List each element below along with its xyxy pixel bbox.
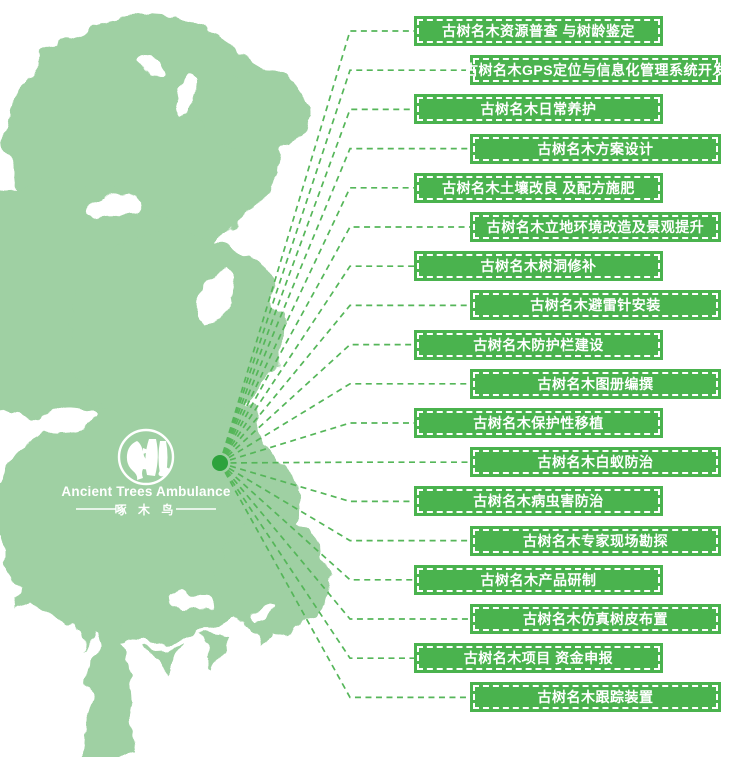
- service-box[interactable]: 古树名木防护栏建设: [414, 329, 663, 360]
- service-box-dashed-border: 古树名木GPS定位与信息化管理系统开发: [464, 58, 727, 83]
- connector-line: [219, 265, 414, 464]
- service-label: 古树名木项目 资金申报: [463, 650, 614, 667]
- connector-line: [219, 462, 414, 660]
- service-box-dashed-border: 古树名木白蚁防治: [473, 450, 718, 475]
- service-box[interactable]: 古树名木仿真树皮布置: [470, 604, 721, 634]
- connector-line: [219, 462, 470, 620]
- service-label: 古树名木白蚁防治: [537, 454, 654, 471]
- service-box-dashed-border: 古树名木土壤改良 及配方施肥: [417, 175, 660, 200]
- connector-line: [219, 186, 414, 464]
- service-box[interactable]: 古树名木方案设计: [470, 133, 721, 164]
- service-box[interactable]: 古树名木日常养护: [414, 94, 663, 125]
- service-label: 古树名木专家现场勘探: [523, 532, 668, 549]
- connector-line: [219, 147, 470, 464]
- service-box-dashed-border: 古树名木树洞修补: [417, 254, 660, 279]
- service-label: 古树名木日常养护: [480, 101, 597, 118]
- service-box[interactable]: 古树名木GPS定位与信息化管理系统开发: [464, 55, 727, 86]
- service-box-dashed-border: 古树名木病虫害防治: [417, 489, 660, 514]
- service-box[interactable]: 古树名木避雷针安装: [470, 290, 721, 321]
- service-box[interactable]: 古树名木产品研制: [414, 564, 663, 595]
- connector-line: [219, 462, 470, 699]
- service-label: 古树名木方案设计: [537, 140, 654, 157]
- service-box[interactable]: 古树名木项目 资金申报: [414, 643, 663, 674]
- service-label: 古树名木仿真树皮布置: [523, 611, 668, 627]
- service-box[interactable]: 古树名木立地环境改造及景观提升: [470, 212, 721, 242]
- service-box[interactable]: 古树名木资源普查 与树龄鉴定: [414, 16, 663, 46]
- service-box[interactable]: 古树名木病虫害防治: [414, 486, 663, 517]
- service-label: 古树名木防护栏建设: [473, 336, 604, 353]
- connector-lines: [219, 30, 470, 699]
- service-label: 古树名木跟踪装置: [537, 689, 654, 706]
- connector-line: [219, 69, 470, 464]
- connector-line: [219, 462, 414, 581]
- connector-line: [219, 462, 414, 503]
- service-box-dashed-border: 古树名木方案设计: [473, 136, 718, 161]
- service-label: 古树名木避雷针安装: [530, 297, 661, 314]
- service-label: 古树名木立地环境改造及景观提升: [486, 219, 705, 235]
- service-box[interactable]: 古树名木白蚁防治: [470, 447, 721, 478]
- service-label: 古树名木图册编撰: [537, 375, 654, 392]
- service-label: 古树名木病虫害防治: [473, 493, 604, 510]
- service-label: 古树名木土壤改良 及配方施肥: [442, 179, 635, 196]
- service-label: 古树名木树洞修补: [480, 258, 597, 275]
- connector-line: [219, 461, 470, 464]
- service-box-dashed-border: 古树名木避雷针安装: [473, 293, 718, 318]
- service-box-dashed-border: 古树名木项目 资金申报: [417, 646, 660, 671]
- service-box-dashed-border: 古树名木仿真树皮布置: [473, 607, 718, 631]
- hub-dot: [212, 455, 228, 471]
- connector-line: [219, 422, 414, 464]
- service-label: 古树名木GPS定位与信息化管理系统开发: [463, 62, 728, 79]
- service-box[interactable]: 古树名木专家现场勘探: [470, 525, 721, 556]
- service-box[interactable]: 古树名木土壤改良 及配方施肥: [414, 172, 663, 203]
- service-label: 古树名木产品研制: [480, 571, 597, 588]
- woodpecker-logo-icon: [117, 428, 175, 486]
- service-box-dashed-border: 古树名木日常养护: [417, 97, 660, 122]
- tree-canopy: [0, 17, 328, 757]
- connector-line: [219, 30, 414, 464]
- service-box[interactable]: 古树名木跟踪装置: [470, 682, 721, 713]
- service-box-dashed-border: 古树名木立地环境改造及景观提升: [473, 215, 718, 239]
- service-box-dashed-border: 古树名木跟踪装置: [473, 685, 718, 710]
- service-box[interactable]: 古树名木树洞修补: [414, 251, 663, 282]
- logo-title-cn: 啄 木 鸟: [115, 502, 178, 517]
- service-box-dashed-border: 古树名木产品研制: [417, 567, 660, 592]
- service-box-dashed-border: 古树名木资源普查 与树龄鉴定: [417, 19, 660, 43]
- connector-line: [219, 304, 470, 464]
- service-label: 古树名木资源普查 与树龄鉴定: [442, 23, 635, 39]
- connector-line: [219, 382, 470, 464]
- service-label: 古树名木保护性移植: [473, 415, 604, 431]
- service-box-dashed-border: 古树名木保护性移植: [417, 411, 660, 435]
- service-box-dashed-border: 古树名木防护栏建设: [417, 332, 660, 357]
- connector-line: [219, 226, 470, 464]
- service-box-dashed-border: 古树名木图册编撰: [473, 371, 718, 396]
- service-box-dashed-border: 古树名木专家现场勘探: [473, 528, 718, 553]
- service-box[interactable]: 古树名木图册编撰: [470, 368, 721, 399]
- logo-title-en: Ancient Trees Ambulance: [61, 484, 230, 499]
- connector-line: [219, 462, 470, 542]
- service-box[interactable]: 古树名木保护性移植: [414, 408, 663, 438]
